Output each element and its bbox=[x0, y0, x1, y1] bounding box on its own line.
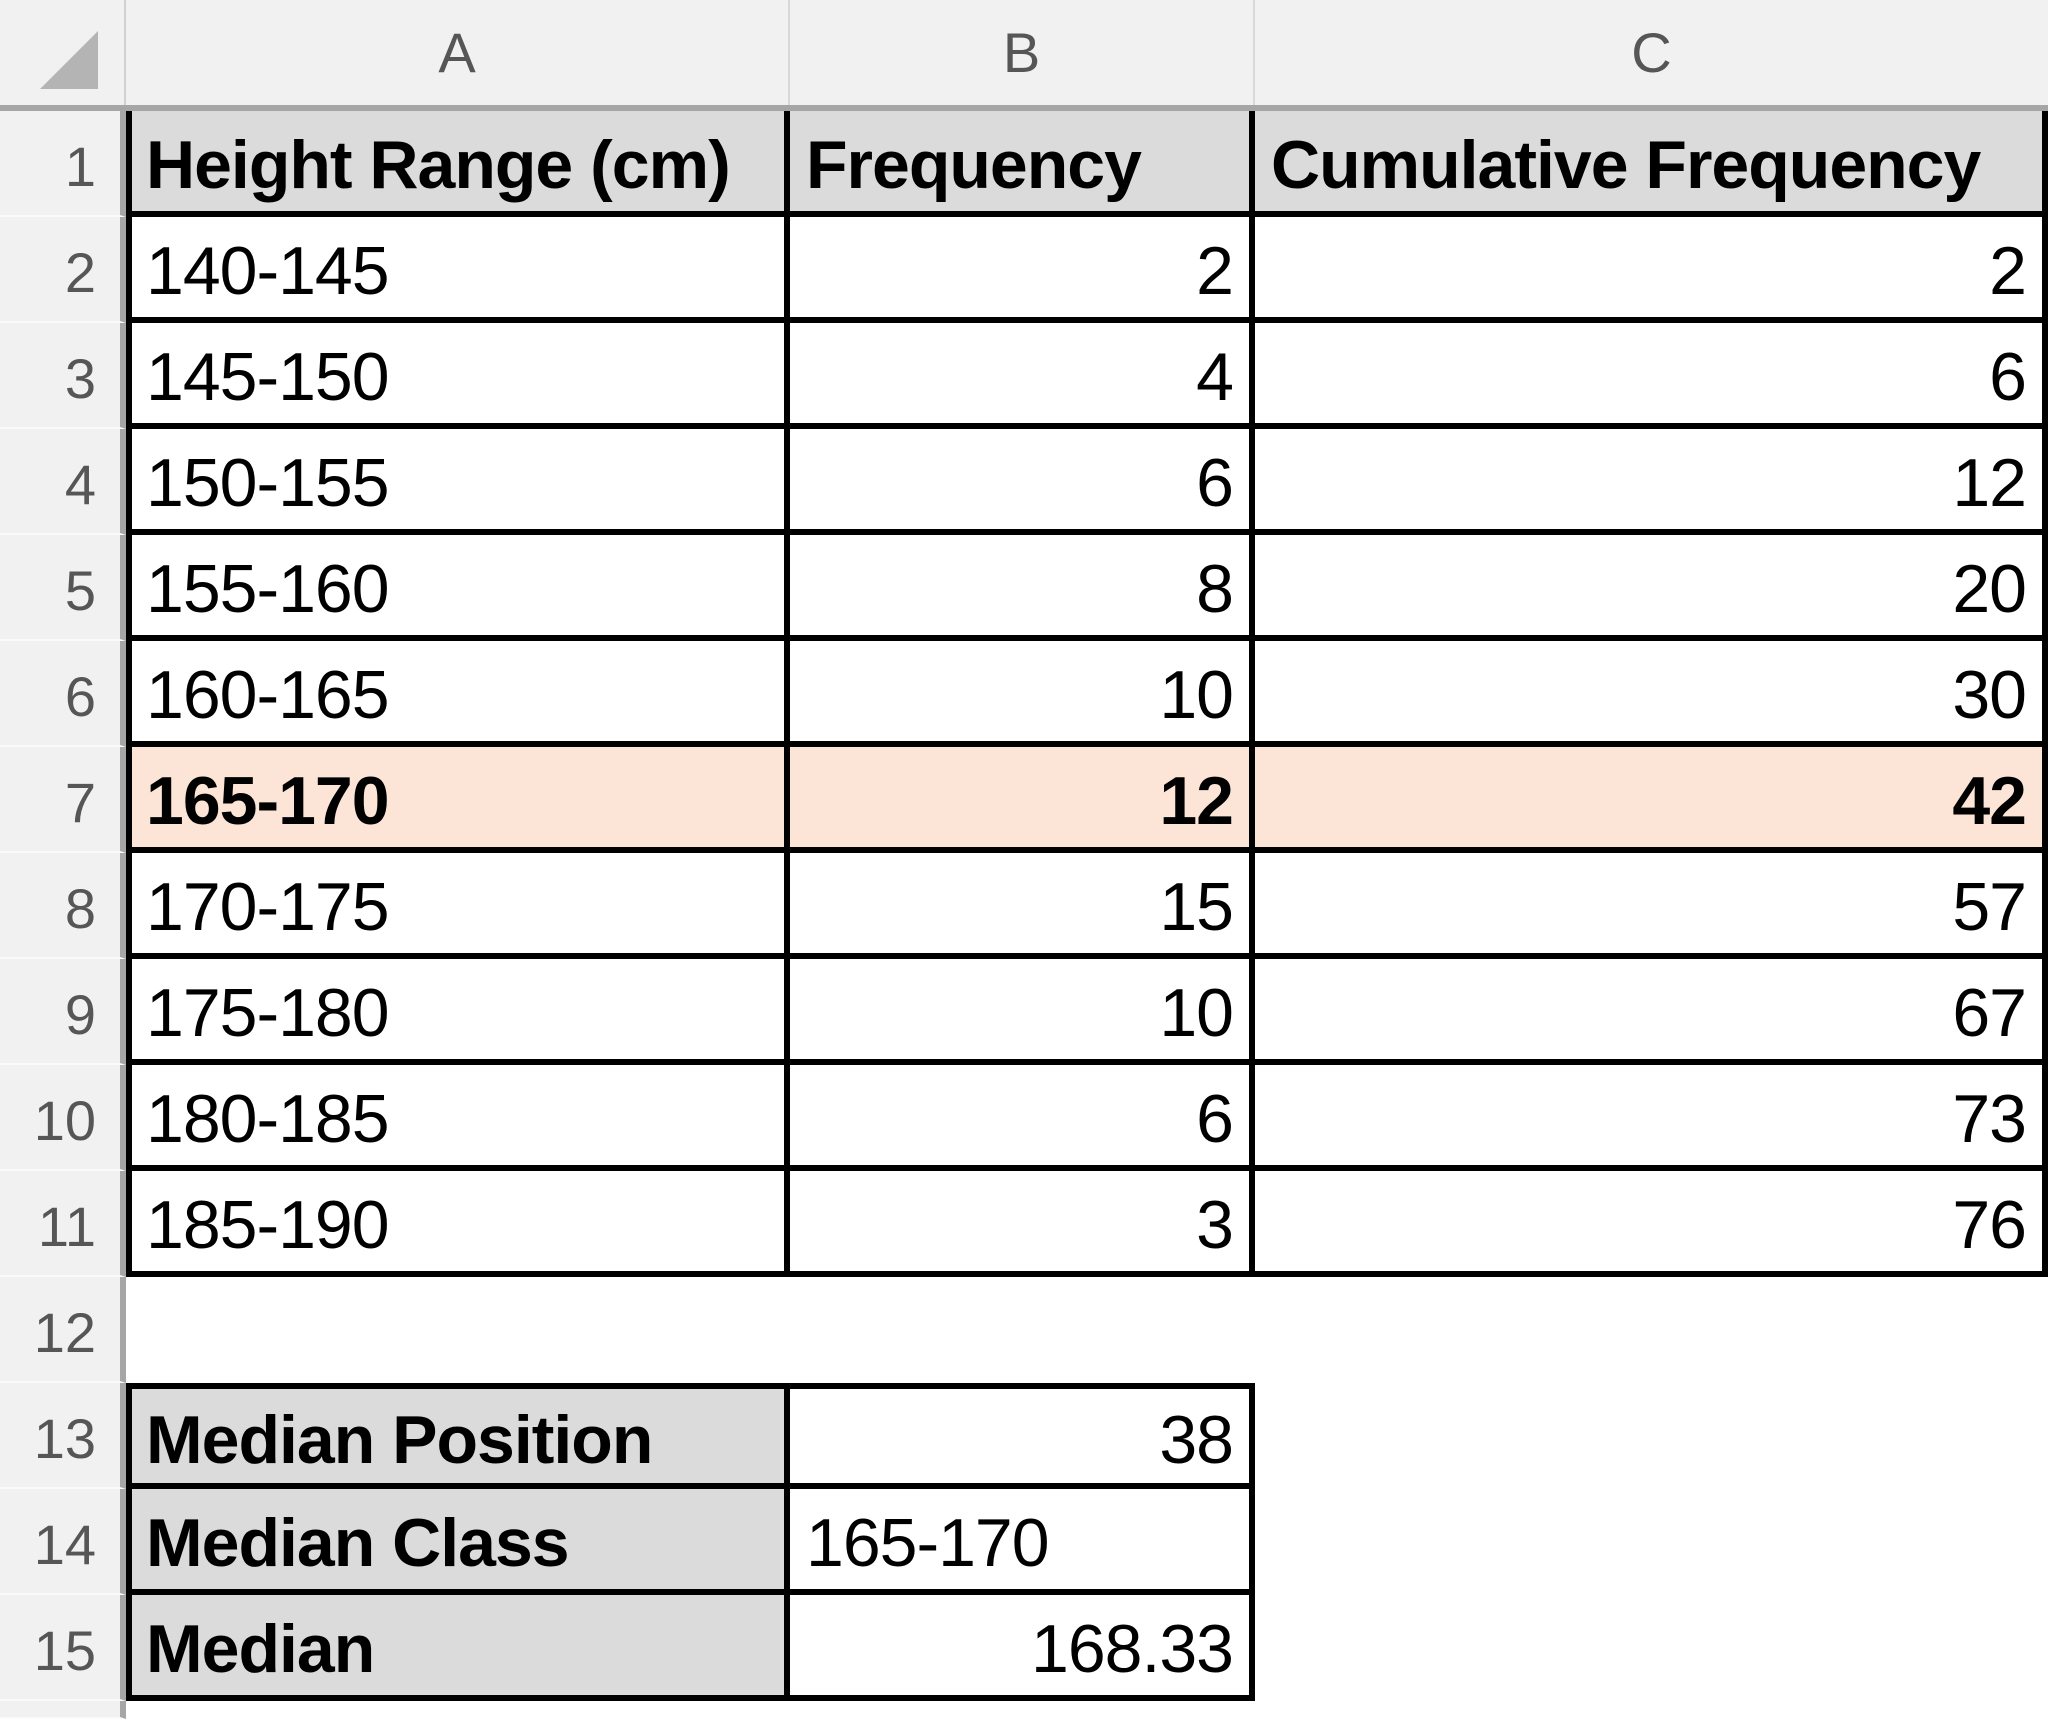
row-header-2[interactable]: 2 bbox=[0, 217, 126, 323]
row-header-13[interactable]: 13 bbox=[0, 1383, 126, 1489]
sheet-row-11: 11 185-190 3 76 bbox=[0, 1171, 2048, 1277]
cell-A1[interactable]: Height Range (cm) bbox=[126, 111, 790, 217]
cell-C9[interactable]: 67 bbox=[1255, 959, 2048, 1065]
cell-A11[interactable]: 185-190 bbox=[126, 1171, 790, 1277]
sheet-row-4: 4 150-155 6 12 bbox=[0, 429, 2048, 535]
sheet-row-1: 1 Height Range (cm) Frequency Cumulative… bbox=[0, 111, 2048, 217]
cell-A2[interactable]: 140-145 bbox=[126, 217, 790, 323]
cell-A7[interactable]: 165-170 bbox=[126, 747, 790, 853]
select-all-corner[interactable] bbox=[0, 0, 126, 105]
cell-B1[interactable]: Frequency bbox=[790, 111, 1255, 217]
column-header-strip: A B C bbox=[0, 0, 2048, 111]
cell-A14[interactable]: Median Class bbox=[126, 1489, 790, 1595]
sheet-row-8: 8 170-175 15 57 bbox=[0, 853, 2048, 959]
empty-cells-row-16 bbox=[126, 1701, 2048, 1719]
cell-A9[interactable]: 175-180 bbox=[126, 959, 790, 1065]
cell-C2[interactable]: 2 bbox=[1255, 217, 2048, 323]
row-header-3[interactable]: 3 bbox=[0, 323, 126, 429]
cell-C3[interactable]: 6 bbox=[1255, 323, 2048, 429]
row-header-7[interactable]: 7 bbox=[0, 747, 126, 853]
row-header-6[interactable]: 6 bbox=[0, 641, 126, 747]
cell-A5[interactable]: 155-160 bbox=[126, 535, 790, 641]
sheet-row-13: 13 Median Position 38 bbox=[0, 1383, 2048, 1489]
cell-B14[interactable]: 165-170 bbox=[790, 1489, 1255, 1595]
cell-C1[interactable]: Cumulative Frequency bbox=[1255, 111, 2048, 217]
row-header-10[interactable]: 10 bbox=[0, 1065, 126, 1171]
row-header-11[interactable]: 11 bbox=[0, 1171, 126, 1277]
sheet-row-7-median-class: 7 165-170 12 42 bbox=[0, 747, 2048, 853]
cell-A3[interactable]: 145-150 bbox=[126, 323, 790, 429]
empty-cells-row-12[interactable] bbox=[126, 1277, 2048, 1383]
cell-B8[interactable]: 15 bbox=[790, 853, 1255, 959]
row-header-1[interactable]: 1 bbox=[0, 111, 126, 217]
cell-A13[interactable]: Median Position bbox=[126, 1383, 790, 1489]
empty-cells-row-15[interactable] bbox=[1255, 1595, 2048, 1701]
cell-B6[interactable]: 10 bbox=[790, 641, 1255, 747]
empty-cells-row-14[interactable] bbox=[1255, 1489, 2048, 1595]
cell-A6[interactable]: 160-165 bbox=[126, 641, 790, 747]
cell-A4[interactable]: 150-155 bbox=[126, 429, 790, 535]
cell-B10[interactable]: 6 bbox=[790, 1065, 1255, 1171]
row-header-14[interactable]: 14 bbox=[0, 1489, 126, 1595]
sheet-row-10: 10 180-185 6 73 bbox=[0, 1065, 2048, 1171]
cell-C4[interactable]: 12 bbox=[1255, 429, 2048, 535]
cell-B4[interactable]: 6 bbox=[790, 429, 1255, 535]
cell-B5[interactable]: 8 bbox=[790, 535, 1255, 641]
cell-C6[interactable]: 30 bbox=[1255, 641, 2048, 747]
cell-C10[interactable]: 73 bbox=[1255, 1065, 2048, 1171]
cell-B9[interactable]: 10 bbox=[790, 959, 1255, 1065]
cell-A8[interactable]: 170-175 bbox=[126, 853, 790, 959]
sheet-row-6: 6 160-165 10 30 bbox=[0, 641, 2048, 747]
row-header-9[interactable]: 9 bbox=[0, 959, 126, 1065]
row-header-4[interactable]: 4 bbox=[0, 429, 126, 535]
row-header-15[interactable]: 15 bbox=[0, 1595, 126, 1701]
row-header-12[interactable]: 12 bbox=[0, 1277, 126, 1383]
cell-B7[interactable]: 12 bbox=[790, 747, 1255, 853]
row-header-16-partial bbox=[0, 1701, 126, 1719]
cell-C5[interactable]: 20 bbox=[1255, 535, 2048, 641]
column-header-C[interactable]: C bbox=[1631, 21, 1672, 84]
cell-C11[interactable]: 76 bbox=[1255, 1171, 2048, 1277]
column-header-B[interactable]: B bbox=[790, 0, 1255, 105]
sheet-row-15: 15 Median 168.33 bbox=[0, 1595, 2048, 1701]
cell-B11[interactable]: 3 bbox=[790, 1171, 1255, 1277]
sheet-row-3: 3 145-150 4 6 bbox=[0, 323, 2048, 429]
row-header-8[interactable]: 8 bbox=[0, 853, 126, 959]
sheet-row-9: 9 175-180 10 67 bbox=[0, 959, 2048, 1065]
cell-C7[interactable]: 42 bbox=[1255, 747, 2048, 853]
sheet-row-2: 2 140-145 2 2 bbox=[0, 217, 2048, 323]
sheet-row-14: 14 Median Class 165-170 bbox=[0, 1489, 2048, 1595]
cell-A10[interactable]: 180-185 bbox=[126, 1065, 790, 1171]
sheet-row-5: 5 155-160 8 20 bbox=[0, 535, 2048, 641]
select-all-icon bbox=[40, 31, 98, 89]
sheet-row-12: 12 bbox=[0, 1277, 2048, 1383]
cell-B2[interactable]: 2 bbox=[790, 217, 1255, 323]
sheet-row-16-partial bbox=[0, 1701, 2048, 1719]
cell-B13[interactable]: 38 bbox=[790, 1383, 1255, 1489]
cell-A15[interactable]: Median bbox=[126, 1595, 790, 1701]
cell-B15[interactable]: 168.33 bbox=[790, 1595, 1255, 1701]
cell-C8[interactable]: 57 bbox=[1255, 853, 2048, 959]
cell-B3[interactable]: 4 bbox=[790, 323, 1255, 429]
column-header-A[interactable]: A bbox=[126, 0, 790, 105]
empty-cells-row-13[interactable] bbox=[1255, 1383, 2048, 1489]
row-header-5[interactable]: 5 bbox=[0, 535, 126, 641]
